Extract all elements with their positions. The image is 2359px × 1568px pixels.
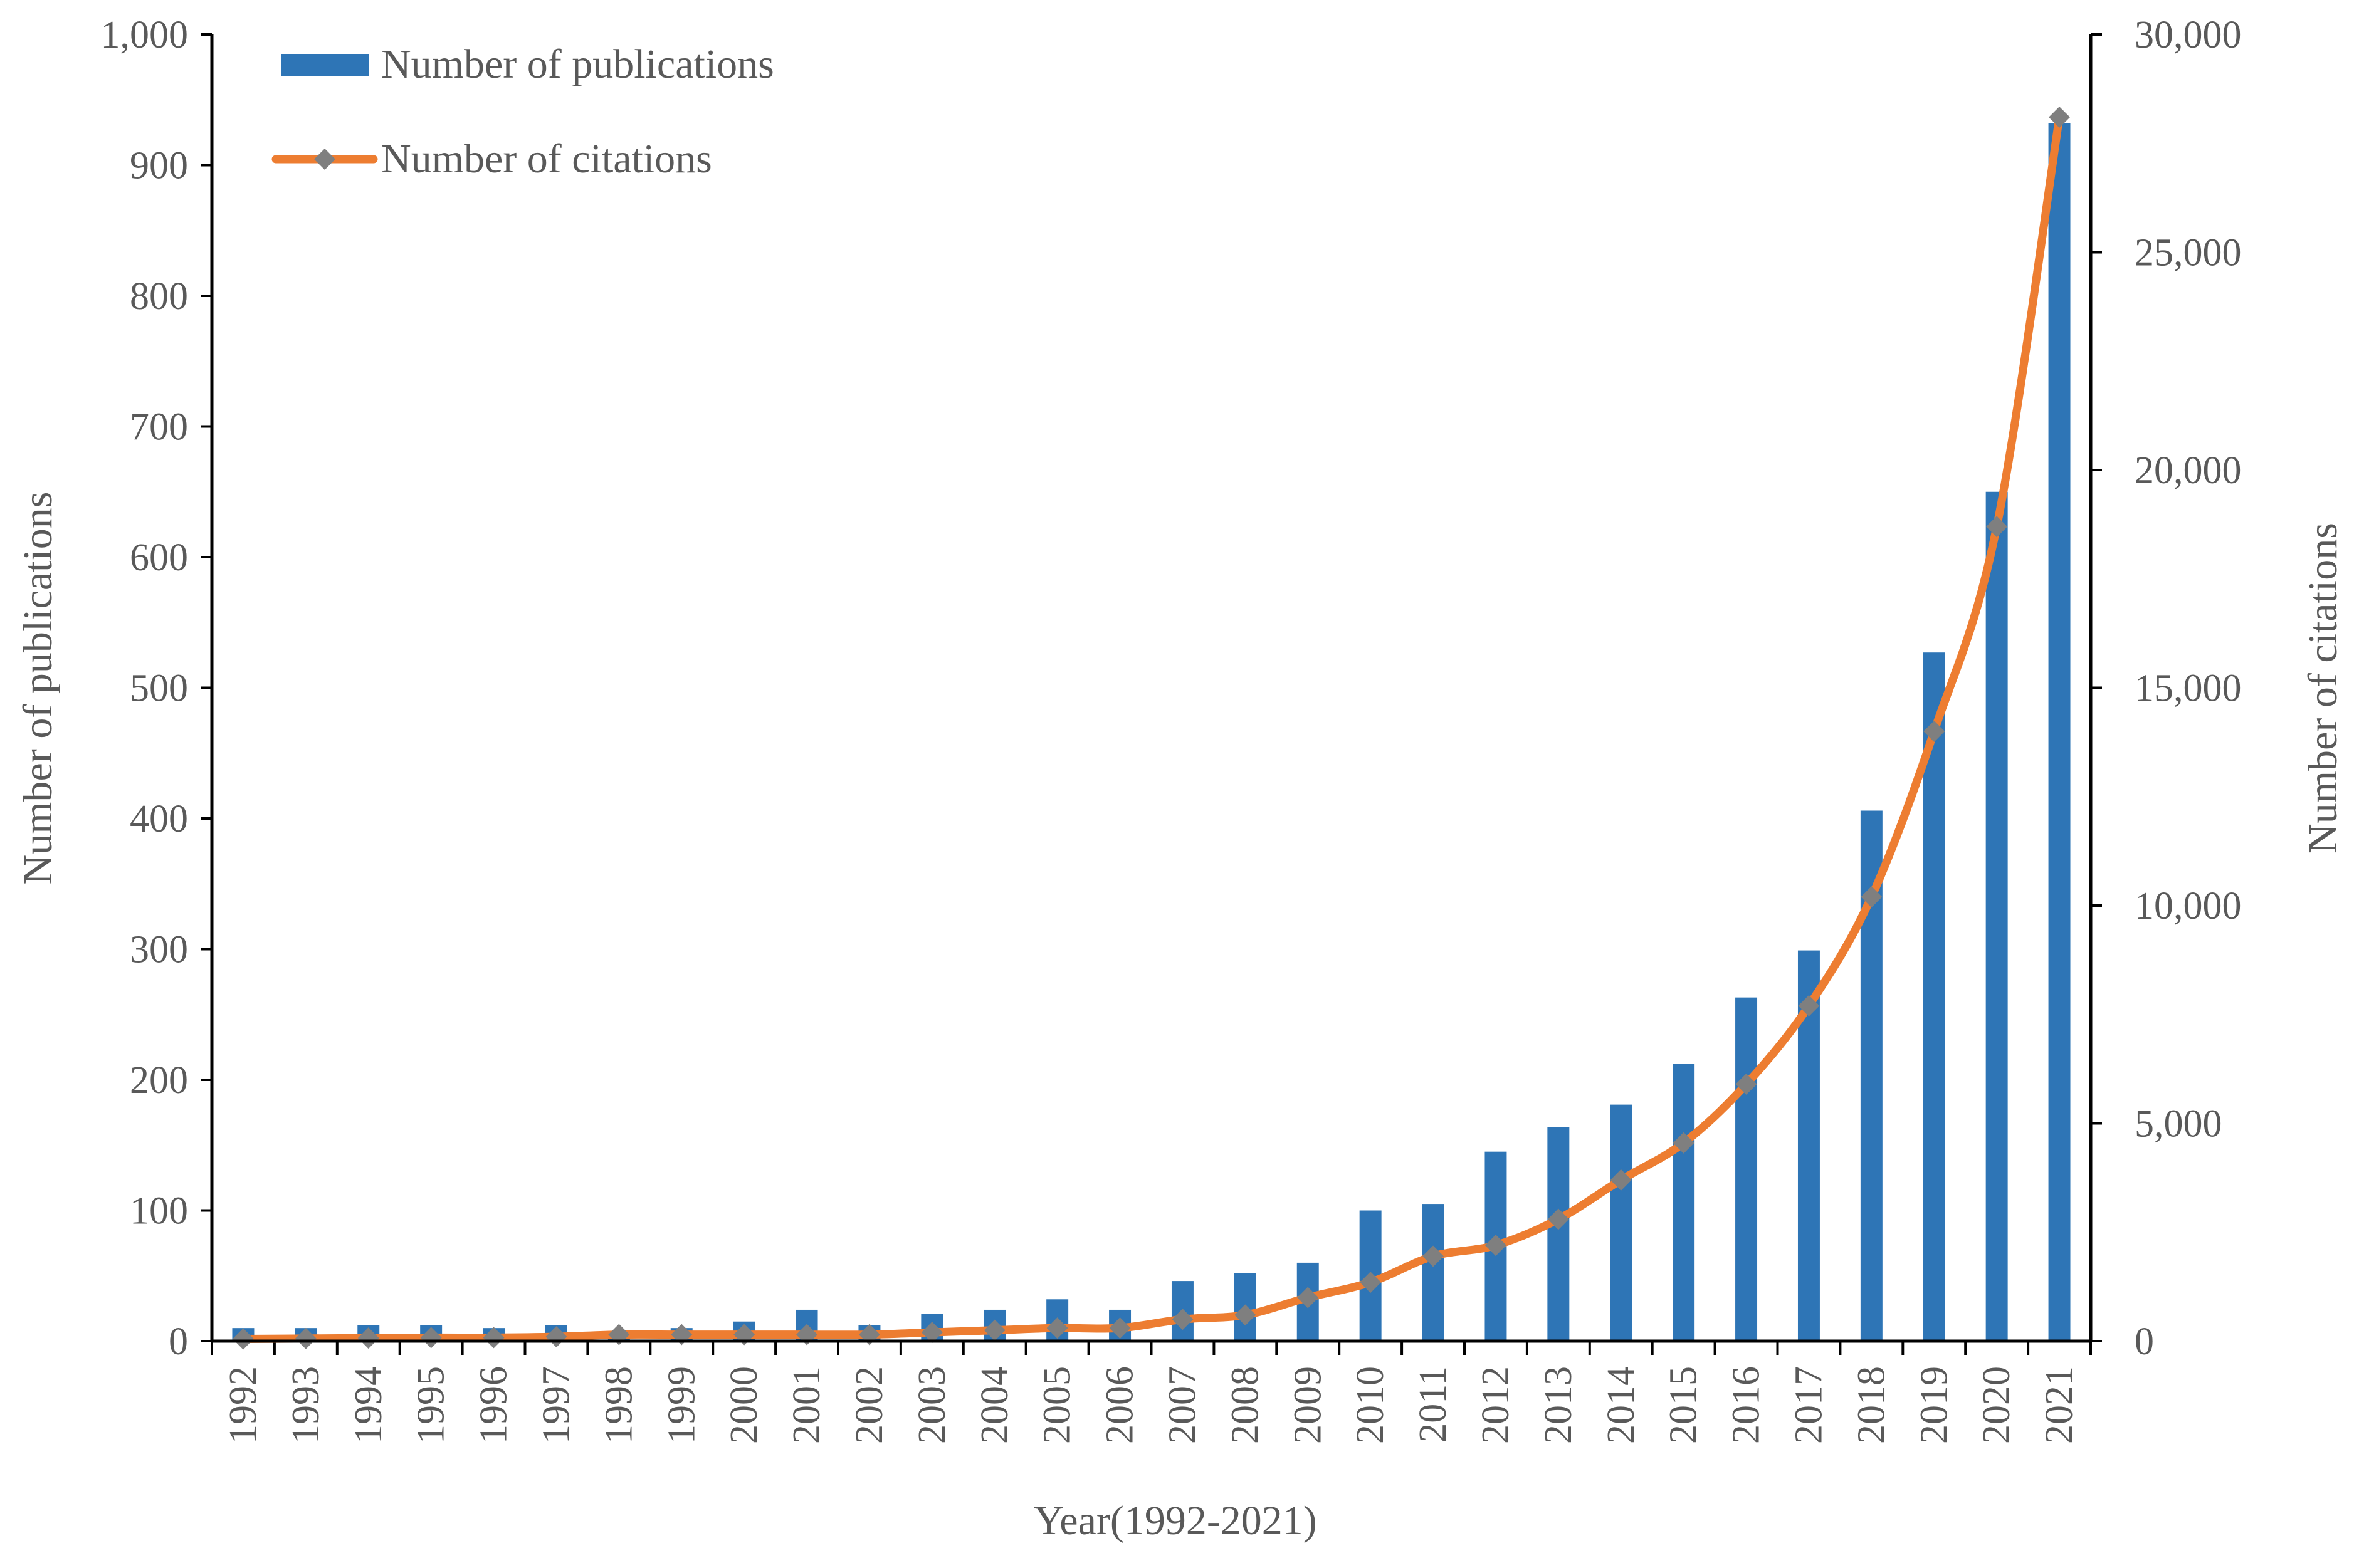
citations-point-2016 [1735, 1073, 1757, 1095]
left-y-tick-label: 600 [130, 536, 188, 579]
left-axis-ticks: 0 100 200 300 400 500 600 700 800 900 1,000 [101, 14, 212, 1363]
bar-2020 [1985, 491, 2008, 1341]
x-tick-label: 1994 [347, 1366, 390, 1444]
bar-2015 [1673, 1064, 1695, 1341]
bar-2014 [1610, 1104, 1632, 1341]
x-tick-label: 2019 [1913, 1366, 1955, 1444]
right-axis-ticks: 0 5,000 10,000 15,000 20,000 25,000 30,000 [2091, 14, 2242, 1363]
x-tick-label: 1997 [535, 1366, 577, 1444]
legend-label-publications: Number of publications [381, 41, 774, 87]
x-tick-label: 2010 [1349, 1366, 1392, 1444]
x-tick-label: 2021 [2038, 1366, 2081, 1444]
x-tick-label: 1998 [597, 1366, 640, 1444]
citations-point-2015 [1673, 1132, 1694, 1154]
x-tick-label: 2015 [1663, 1366, 1705, 1444]
x-tick-label: 2003 [911, 1366, 954, 1444]
right-y-tick-label: 25,000 [2135, 232, 2242, 274]
x-axis-tick-labels: 1992 1993 1994 1995 1996 1997 1998 1999 2000 2001… [211, 1341, 2092, 1444]
x-tick-label: 1992 [222, 1366, 265, 1444]
right-y-tick-label: 20,000 [2135, 449, 2242, 492]
citations-point-2014 [1610, 1169, 1632, 1191]
x-tick-label: 2018 [1850, 1366, 1893, 1444]
citations-point-2009 [1297, 1287, 1319, 1309]
bar-2016 [1735, 997, 1758, 1341]
legend: Number of publications Number of citatio… [271, 41, 774, 182]
bar-2021 [2048, 123, 2071, 1341]
left-y-tick-label: 200 [130, 1059, 188, 1102]
x-tick-label: 2014 [1600, 1366, 1642, 1444]
x-tick-label: 2000 [723, 1366, 765, 1444]
x-tick-label: 1993 [285, 1366, 327, 1444]
citations-line [239, 113, 2064, 1344]
left-y-tick-label: 100 [130, 1190, 188, 1233]
x-tick-label: 2011 [1412, 1366, 1454, 1443]
x-tick-label: 2020 [1975, 1366, 2018, 1444]
citations-point-2017 [1798, 995, 1820, 1017]
citations-point-2012 [1484, 1235, 1506, 1257]
x-tick-label: 1996 [473, 1366, 515, 1444]
x-tick-label: 2007 [1161, 1366, 1204, 1444]
right-y-tick-label: 15,000 [2135, 667, 2242, 710]
x-tick-label: 2017 [1787, 1366, 1830, 1444]
right-y-tick-label: 30,000 [2135, 14, 2242, 56]
left-y-tick-label: 700 [130, 406, 188, 449]
citations-point-2006 [1109, 1317, 1131, 1339]
right-y-tick-label: 10,000 [2135, 885, 2242, 928]
bar-2013 [1547, 1127, 1570, 1341]
citations-point-2003 [921, 1322, 943, 1344]
citations-point-2008 [1234, 1304, 1256, 1326]
citations-point-2011 [1422, 1245, 1444, 1267]
x-tick-label: 2005 [1036, 1366, 1079, 1444]
left-y-tick-label: 0 [169, 1320, 188, 1363]
right-y-tick-label: 0 [2135, 1320, 2154, 1363]
bar-2019 [1923, 652, 1945, 1341]
left-y-tick-label: 800 [130, 275, 188, 318]
legend-swatch-publications [281, 54, 369, 76]
left-y-tick-label: 900 [130, 145, 188, 187]
right-y-axis-title: Number of citations [2300, 523, 2346, 854]
citations-point-2005 [1046, 1317, 1068, 1339]
legend-marker-citations [314, 149, 335, 170]
bar-2011 [1422, 1204, 1444, 1341]
citations-point-2013 [1547, 1208, 1569, 1230]
x-tick-label: 2016 [1725, 1366, 1768, 1444]
left-y-tick-label: 300 [130, 929, 188, 971]
citations-point-2019 [1923, 721, 1945, 742]
x-tick-label: 2009 [1286, 1366, 1329, 1444]
left-y-axis-title: Number of publications [15, 492, 61, 885]
x-tick-label: 2008 [1224, 1366, 1266, 1444]
citations-point-2004 [984, 1319, 1006, 1341]
left-y-tick-label: 500 [130, 667, 188, 710]
citations-point-2018 [1861, 886, 1883, 908]
x-tick-label: 2012 [1474, 1366, 1517, 1444]
x-tick-label: 1995 [410, 1366, 453, 1444]
citations-point-2010 [1360, 1272, 1382, 1294]
left-y-tick-label: 1,000 [101, 14, 189, 56]
citations-point-2007 [1172, 1309, 1194, 1330]
x-axis-title: Year(1992-2021) [1034, 1498, 1317, 1544]
right-y-tick-label: 5,000 [2135, 1103, 2222, 1146]
left-y-tick-label: 400 [130, 798, 188, 840]
x-tick-label: 2006 [1099, 1366, 1142, 1444]
x-tick-label: 2013 [1537, 1366, 1580, 1444]
x-tick-label: 2004 [974, 1366, 1016, 1444]
publications-bars [232, 123, 2071, 1341]
legend-label-citations: Number of citations [381, 136, 712, 182]
citations-line-layer [232, 107, 2071, 1350]
x-tick-label: 1999 [660, 1366, 703, 1444]
x-tick-label: 2001 [785, 1366, 828, 1444]
x-tick-label: 2002 [848, 1366, 891, 1444]
